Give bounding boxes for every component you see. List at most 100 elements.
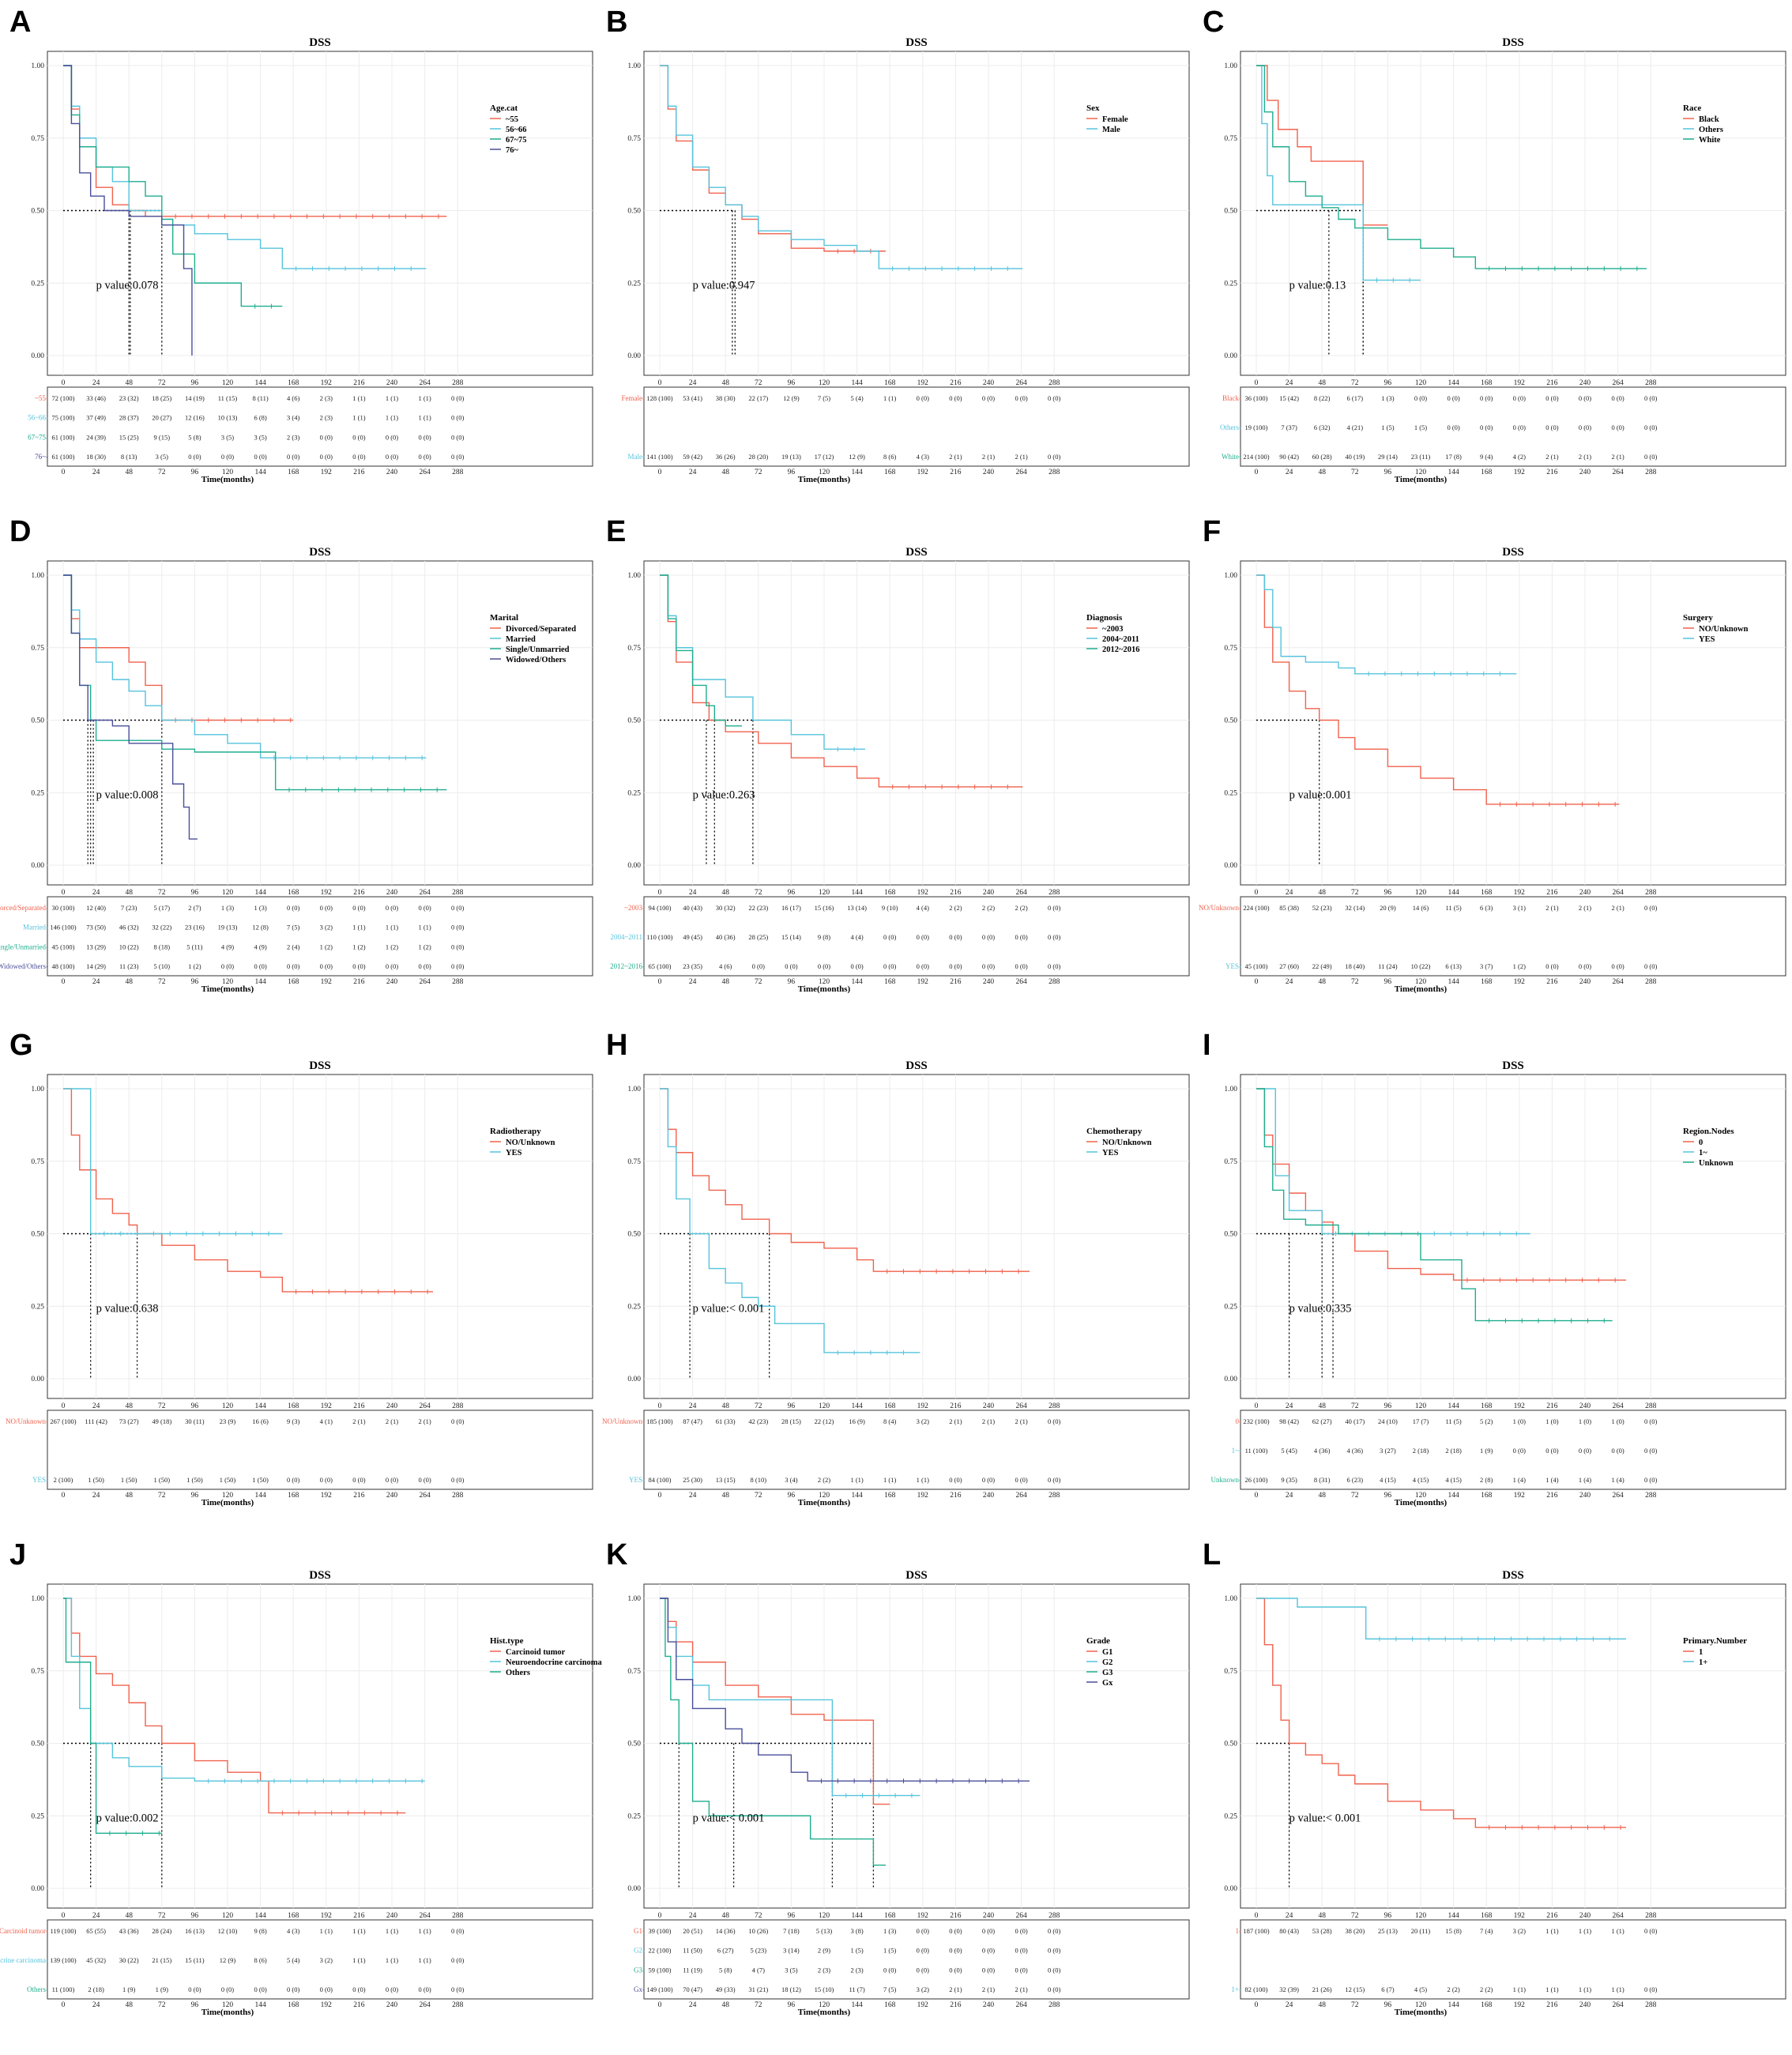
risk-row-label: 56~66- — [28, 414, 48, 422]
risk-cell: 30 (11) — [185, 1417, 205, 1425]
risk-cell: 7 (5) — [818, 394, 830, 402]
risk-x-tick: 264 — [1015, 978, 1027, 986]
survival-curve — [1256, 1598, 1626, 1640]
x-tick-label: 120 — [222, 1402, 234, 1410]
risk-x-tick: 72 — [1351, 1492, 1359, 1500]
legend-label: 56~66 — [506, 126, 526, 134]
x-tick-label: 24 — [1286, 1402, 1293, 1410]
risk-cell: 0 (0) — [386, 433, 398, 441]
y-tick-label: 0.25 — [1224, 1812, 1237, 1820]
x-tick-label: 168 — [884, 379, 896, 387]
risk-cell: 22 (12) — [815, 1417, 834, 1425]
risk-cell: 25 (13) — [1378, 1927, 1398, 1935]
risk-cell: 30 (32) — [716, 904, 736, 912]
x-tick-label: 144 — [254, 1912, 266, 1920]
risk-x-tick: 216 — [1546, 469, 1558, 476]
legend-label: Others — [506, 1669, 530, 1677]
panel-letter: D — [9, 515, 31, 548]
risk-cell: 2 (1) — [418, 1417, 431, 1425]
risk-x-tick: 120 — [222, 978, 234, 986]
risk-cell: 2 (100) — [54, 1476, 73, 1484]
risk-x-tick: 48 — [1318, 978, 1326, 986]
risk-x-tick: 264 — [1612, 978, 1624, 986]
risk-cell: 6 (32) — [1314, 423, 1331, 431]
risk-x-tick: 264 — [1015, 1492, 1027, 1500]
p-value: p value:< 0.001 — [1289, 1812, 1361, 1825]
risk-cell: 0 (0) — [1644, 1417, 1657, 1425]
risk-cell: 8 (18) — [154, 943, 171, 950]
legend-label: NO/Unknown — [1102, 1139, 1152, 1147]
risk-cell: 0 (0) — [451, 1476, 464, 1484]
risk-cell: 0 (0) — [1644, 962, 1657, 970]
risk-x-tick: 168 — [288, 978, 299, 986]
panel-letter: L — [1203, 1538, 1221, 1571]
risk-x-tick: 96 — [788, 2001, 796, 2009]
x-tick-label: 216 — [950, 1402, 962, 1410]
x-axis-label: Time(months) — [1395, 984, 1448, 994]
risk-cell: 2 (4) — [287, 943, 299, 950]
risk-cell: 0 (0) — [1048, 933, 1060, 941]
risk-table — [1240, 1919, 1786, 2000]
y-tick-label: 0.50 — [1224, 1741, 1237, 1748]
y-tick-label: 1.00 — [627, 572, 641, 580]
survival-curve — [660, 574, 865, 750]
risk-cell: 1 (50) — [121, 1476, 137, 1484]
risk-cell: 18 (30) — [86, 453, 106, 461]
risk-cell: 7 (18) — [783, 1927, 800, 1935]
x-tick-label: 96 — [191, 889, 199, 897]
x-tick-label: 96 — [191, 1402, 199, 1410]
risk-cell: 0 (0) — [982, 1476, 995, 1484]
risk-x-tick: 48 — [125, 469, 133, 476]
risk-cell: 0 (0) — [1414, 394, 1427, 402]
risk-cell: 7 (5) — [883, 1985, 896, 1993]
y-tick-label: 0.50 — [31, 1741, 44, 1748]
p-value: p value:0.13 — [1289, 280, 1346, 292]
risk-x-tick: 72 — [158, 1492, 166, 1500]
plot-frame — [1240, 1583, 1786, 1909]
plot-frame — [47, 1074, 593, 1399]
x-tick-label: 192 — [1514, 379, 1526, 387]
risk-cell: 4 (5) — [1414, 1985, 1427, 1993]
risk-cell: 0 (0) — [1447, 394, 1459, 402]
risk-cell: 149 (100) — [646, 1985, 672, 1993]
risk-cell: 1 (1) — [418, 1927, 431, 1935]
x-tick-label: 216 — [950, 379, 962, 387]
y-tick-label: 0.25 — [1224, 1303, 1237, 1311]
risk-cell: 1 (1) — [1579, 1985, 1591, 1993]
risk-cell: 1 (1) — [850, 1476, 863, 1484]
x-tick-label: 48 — [1318, 1402, 1326, 1410]
risk-cell: 0 (0) — [221, 453, 234, 461]
risk-cell: 0 (0) — [221, 1985, 234, 1993]
chart-title: DSS — [905, 36, 928, 49]
risk-cell: 9 (3) — [287, 1417, 299, 1425]
risk-cell: 8 (22) — [1314, 394, 1331, 402]
y-tick-label: 0.50 — [627, 208, 641, 216]
risk-cell: 0 (0) — [1644, 1985, 1657, 1993]
risk-x-tick: 168 — [288, 469, 299, 476]
p-value: p value:0.008 — [96, 789, 159, 802]
risk-cell: 0 (0) — [1048, 1476, 1060, 1484]
x-tick-label: 192 — [917, 1402, 929, 1410]
risk-cell: 0 (0) — [1048, 962, 1060, 970]
p-value: p value:0.263 — [693, 789, 755, 802]
risk-cell: 0 (0) — [352, 1985, 365, 1993]
risk-x-tick: 96 — [191, 469, 199, 476]
risk-cell: 16 (9) — [849, 1417, 865, 1425]
risk-cell: 11 (23) — [119, 962, 139, 970]
risk-table — [1240, 1410, 1786, 1490]
x-tick-label: 264 — [1612, 889, 1624, 897]
risk-x-tick: 144 — [1448, 978, 1459, 986]
risk-cell: 42 (23) — [748, 1417, 768, 1425]
risk-cell: 1 (1) — [352, 1956, 365, 1964]
risk-cell: 4 (21) — [1347, 423, 1364, 431]
risk-cell: 0 (0) — [1644, 1927, 1657, 1935]
legend-label: White — [1699, 136, 1721, 145]
risk-cell: 0 (0) — [982, 1966, 995, 1974]
risk-cell: 1 (2) — [386, 943, 398, 950]
risk-cell: 32 (14) — [1345, 904, 1365, 912]
legend-title: Hist.type — [490, 1636, 524, 1646]
y-tick-label: 0.50 — [31, 1231, 44, 1239]
risk-cell: 0 (0) — [386, 962, 398, 970]
x-tick-label: 144 — [851, 1912, 863, 1920]
risk-cell: 0 (0) — [1644, 394, 1657, 402]
